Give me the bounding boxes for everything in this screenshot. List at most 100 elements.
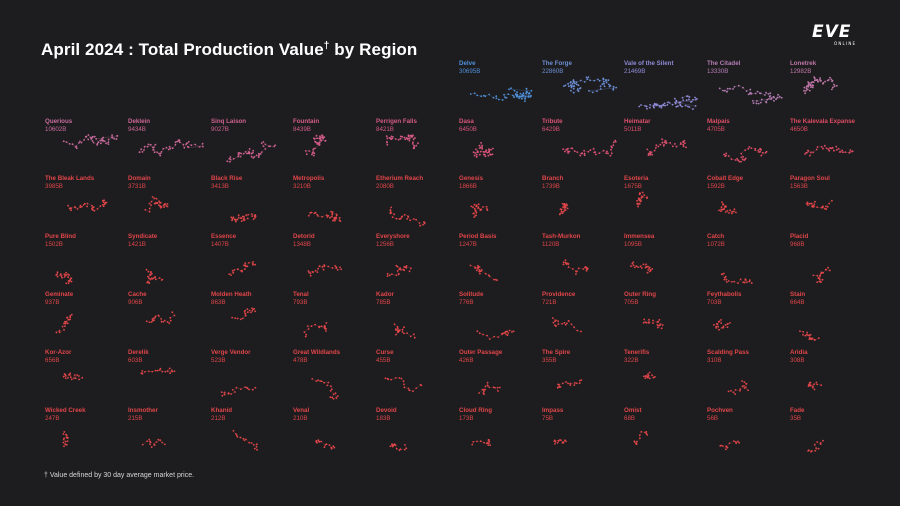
system-point — [473, 203, 476, 206]
system-point — [734, 159, 737, 161]
region-name: Tenerifis — [624, 349, 650, 356]
system-point — [520, 95, 522, 98]
system-point — [479, 146, 482, 149]
system-point — [812, 84, 814, 87]
system-point — [639, 192, 641, 195]
system-point — [145, 268, 148, 271]
system-point — [149, 143, 152, 146]
system-point — [107, 141, 110, 144]
system-point — [394, 377, 397, 379]
system-point — [143, 145, 146, 148]
system-point — [612, 88, 615, 90]
region-value: 705B — [624, 299, 639, 306]
system-point — [822, 82, 825, 84]
region-value: 1675B — [624, 183, 642, 190]
region-outer-ring: Outer Ring 705B — [624, 291, 706, 347]
system-point — [660, 105, 663, 107]
region-map-deklein — [138, 139, 204, 157]
region-map-feythabolis — [712, 319, 731, 331]
system-point — [679, 142, 682, 144]
system-point — [562, 261, 565, 264]
system-point — [644, 377, 647, 379]
system-point — [479, 153, 481, 156]
system-point — [313, 152, 316, 155]
system-point — [319, 135, 321, 138]
region-name: Detorid — [293, 233, 315, 240]
system-point — [759, 101, 762, 104]
system-point — [329, 389, 332, 392]
system-point — [231, 269, 234, 272]
system-point — [91, 140, 94, 142]
region-black-rise: Black Rise 3413B — [211, 175, 293, 231]
region-name: Syndicate — [128, 233, 158, 240]
system-point — [186, 142, 188, 145]
system-point — [63, 275, 66, 278]
system-point — [407, 387, 410, 390]
region-value: 793B — [293, 299, 308, 306]
system-point — [719, 445, 722, 447]
system-point — [646, 434, 649, 436]
system-point — [240, 220, 243, 223]
system-point — [741, 385, 744, 388]
system-point — [694, 96, 696, 99]
system-point — [715, 327, 718, 329]
system-point — [150, 321, 153, 323]
system-point — [823, 144, 826, 147]
system-point — [585, 76, 588, 79]
region-geminate: Geminate 937B — [45, 291, 127, 347]
region-value: 21469B — [624, 68, 646, 75]
system-point — [725, 152, 728, 155]
system-point — [229, 160, 231, 163]
region-name: Kador — [376, 291, 394, 298]
region-map-devoid — [389, 443, 408, 452]
system-point — [102, 136, 105, 139]
system-point — [154, 315, 157, 318]
region-map-syndicate — [145, 268, 164, 284]
system-point — [237, 154, 240, 156]
system-point — [742, 281, 745, 284]
system-point — [844, 151, 847, 154]
system-point — [667, 101, 669, 103]
system-point — [144, 371, 146, 373]
system-point — [70, 313, 73, 316]
region-value: 968B — [790, 241, 805, 248]
system-point — [149, 274, 152, 276]
system-point — [91, 209, 94, 211]
system-point — [388, 274, 391, 277]
system-point — [607, 79, 610, 82]
chart-title-suffix: by Region — [329, 40, 418, 59]
region-value: 6450B — [459, 126, 477, 133]
system-point — [525, 87, 528, 90]
system-point — [560, 210, 563, 213]
region-map-fountain — [304, 134, 327, 157]
system-point — [415, 144, 418, 147]
system-point — [87, 134, 90, 136]
system-point — [648, 371, 651, 374]
system-point — [568, 85, 570, 88]
system-point — [579, 154, 582, 157]
system-point — [329, 396, 332, 399]
region-map-immensea — [630, 261, 654, 274]
system-point — [395, 264, 398, 267]
system-point — [808, 334, 811, 337]
region-map-kador — [393, 323, 416, 339]
system-point — [335, 216, 337, 219]
system-point — [750, 92, 753, 95]
system-point — [504, 330, 507, 333]
region-name: Tenal — [293, 291, 309, 298]
system-point — [236, 268, 239, 271]
system-point — [562, 148, 564, 150]
region-map-tenal — [303, 322, 328, 338]
region-map-vale-of-the-silent — [638, 95, 698, 110]
system-point — [92, 141, 95, 144]
system-point — [747, 93, 750, 96]
system-point — [418, 222, 421, 224]
system-point — [153, 443, 156, 446]
region-map-cloud-ring — [471, 439, 492, 446]
system-point — [807, 81, 809, 83]
region-value: 1095B — [624, 241, 642, 248]
system-point — [312, 148, 315, 150]
system-point — [234, 391, 236, 393]
region-value: 5011B — [624, 126, 642, 133]
system-point — [264, 148, 267, 150]
